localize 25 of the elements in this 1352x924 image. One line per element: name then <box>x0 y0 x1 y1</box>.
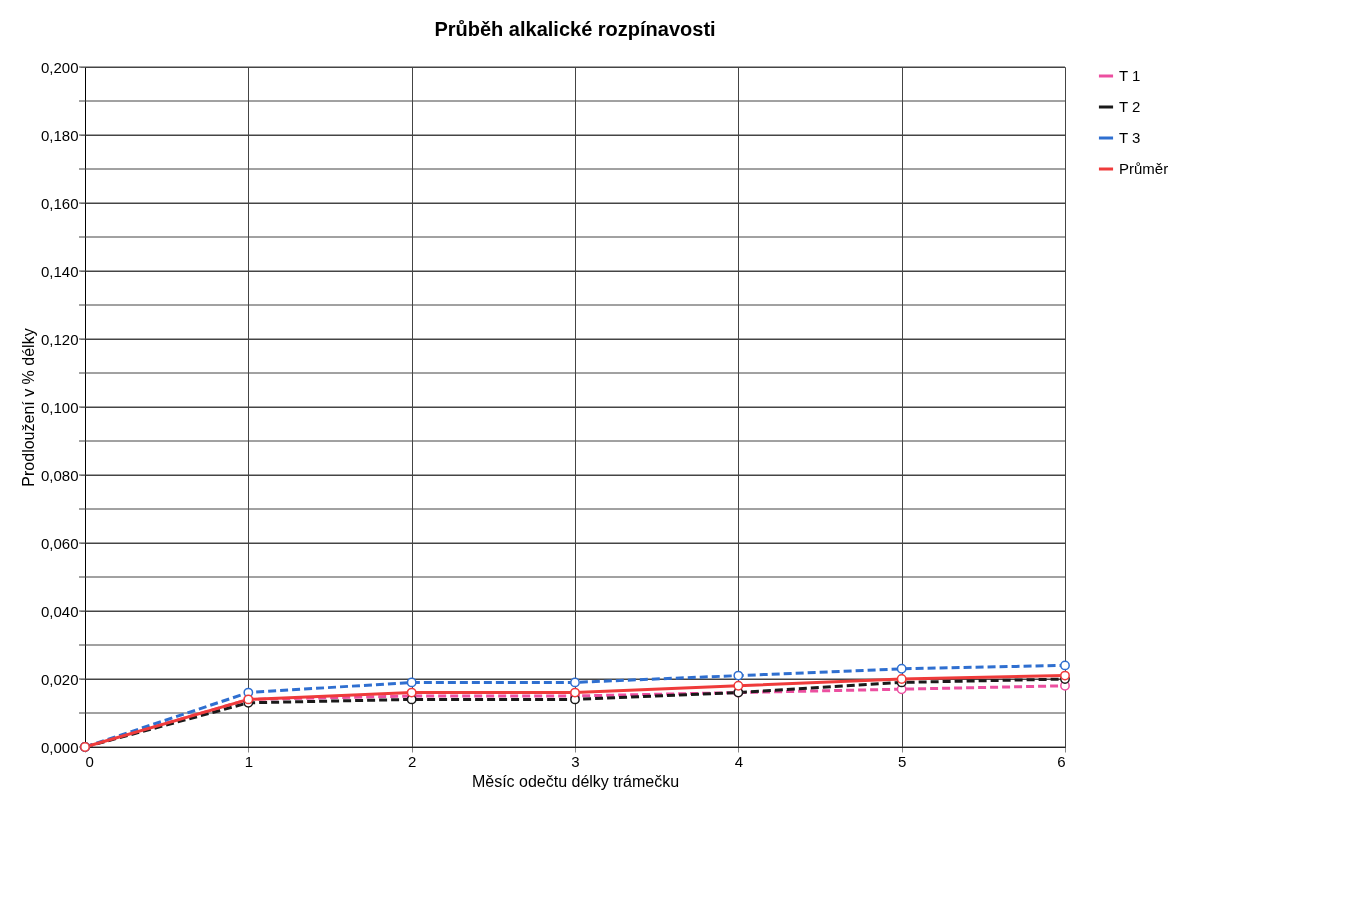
y-tick-label: 0,060 <box>40 534 79 552</box>
y-tick-label: 0,160 <box>40 194 79 212</box>
x-tick-label: 6 <box>1057 752 1066 770</box>
y-tick-label: 0,120 <box>40 330 79 348</box>
legend-label: Průměr <box>1119 160 1169 177</box>
y-tick-label: 0,100 <box>40 398 79 416</box>
y-tick-label: 0,200 <box>40 58 79 76</box>
y-axis-title: Prodloužení v % délky <box>19 328 37 487</box>
x-tick-label: 2 <box>407 752 417 770</box>
y-tick-label: 0,020 <box>40 670 79 688</box>
y-tick-label: 0,040 <box>40 602 79 620</box>
y-tick-label: 0,080 <box>40 466 79 484</box>
x-tick-label: 3 <box>571 752 580 770</box>
y-tick-label: 0,000 <box>40 738 79 756</box>
y-tick-label: 0,180 <box>40 126 79 144</box>
chart-title: Průběh alkalické rozpínavosti <box>434 18 716 40</box>
y-tick-label: 0,140 <box>40 262 79 280</box>
x-tick-label: 5 <box>897 752 907 770</box>
x-axis-title: Měsíc odečtu délky trámečku <box>471 772 680 790</box>
legend-label: T 3 <box>1119 129 1141 146</box>
legend-label: T 1 <box>1119 67 1141 84</box>
x-tick-label: 4 <box>734 752 744 770</box>
legend-label: T 2 <box>1119 98 1141 115</box>
x-tick-label: 0 <box>85 752 94 770</box>
x-tick-label: 1 <box>244 752 254 770</box>
